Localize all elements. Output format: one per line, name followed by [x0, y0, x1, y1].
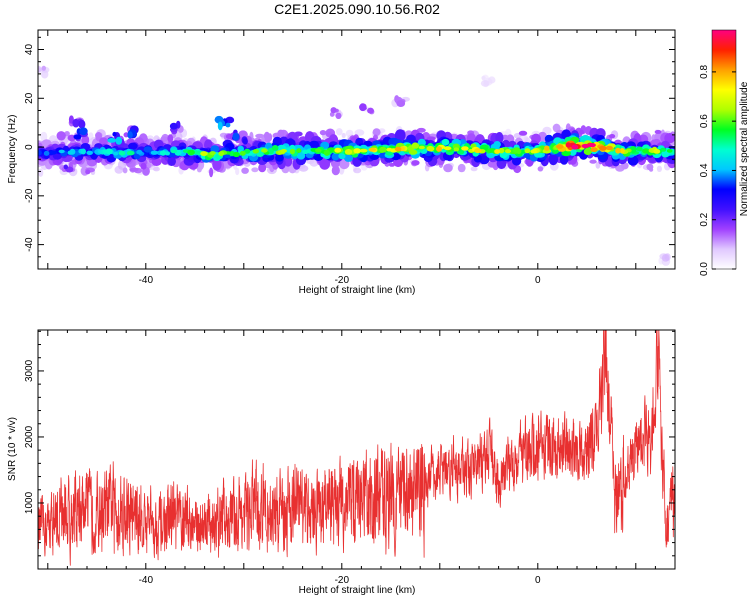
- snr-ytick-label: 2000: [24, 425, 35, 448]
- figure-title: C2E1.2025.090.10.56.R02: [274, 1, 440, 17]
- snr-ylabel: SNR (10 * v/v): [7, 417, 18, 481]
- spectrogram-ytick-label: -20: [24, 188, 35, 203]
- colorbar-tick-label: 0.6: [699, 114, 710, 128]
- spectrogram-xtick-label: 0: [535, 275, 541, 286]
- snr-frame: [37, 329, 676, 570]
- snr-xtick-label: 0: [535, 575, 541, 586]
- spectrogram-ytick-label: 20: [24, 92, 35, 104]
- colorbar-tick-label: 0.8: [699, 64, 710, 78]
- colorbar-tick-label: 0.0: [699, 262, 710, 276]
- colorbar-label: Normalized spectral amplitude: [739, 81, 750, 216]
- spectrogram-ytick-label: -40: [24, 237, 35, 252]
- colorbar-ticks: 0.0 0.2 0.4 0.6 0.8: [699, 64, 736, 276]
- spectrogram-ytick-label: 0: [24, 144, 35, 150]
- spectrogram-frame: [37, 29, 676, 270]
- snr-panel: -40 -20 0 1000 2000 3000 Height of straight l…: [7, 329, 676, 596]
- colorbar-tick-label: 0.4: [699, 163, 710, 177]
- snr-ytick-label: 3000: [24, 359, 35, 382]
- spectrogram-axes: -40 -20 0 -40 -20 0 20 40: [24, 30, 676, 286]
- snr-series-line: [38, 330, 675, 566]
- colorbar-gradient: [711, 29, 737, 270]
- snr-axes: -40 -20 0 1000 2000 3000: [24, 330, 676, 586]
- spectrogram-xtick-label: -20: [335, 275, 350, 286]
- snr-xlabel: Height of straight line (km): [299, 585, 416, 596]
- spectrogram-xlabel: Height of straight line (km): [299, 285, 416, 296]
- snr-xtick-label: -20: [335, 575, 350, 586]
- colorbar: 0.0 0.2 0.4 0.6 0.8 Normalized spectral ampl…: [699, 29, 750, 276]
- spectrogram-heatmap: [38, 65, 675, 266]
- colorbar-tick-label: 0.2: [699, 212, 710, 226]
- spectrogram-ytick-label: 40: [24, 44, 35, 56]
- snr-ytick-label: 1000: [24, 491, 35, 514]
- snr-xtick-label: -40: [139, 575, 154, 586]
- spectrogram-xtick-label: -40: [139, 275, 154, 286]
- spectrogram-panel: -40 -20 0 -40 -20 0 20 40 Height of straight li…: [7, 29, 676, 296]
- spectrogram-ylabel: Frequency (Hz): [7, 115, 18, 184]
